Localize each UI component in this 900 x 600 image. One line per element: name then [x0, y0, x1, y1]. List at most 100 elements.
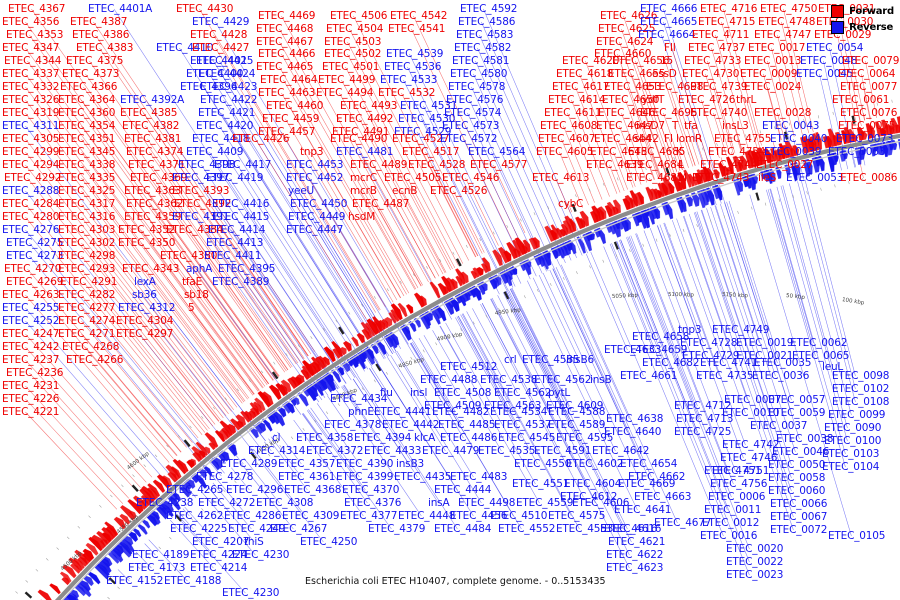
gene-label: ETEC_4716	[700, 3, 758, 15]
gene-label: ETEC_4682	[642, 357, 700, 369]
gene-label: ETEC_4359	[124, 211, 182, 223]
legend-item-reverse: Reverse	[831, 21, 894, 34]
gene-label: ETEC_4698	[646, 81, 704, 93]
gene-label: ETEC_4421	[198, 107, 256, 119]
gene-label: ETEC_4545	[498, 432, 556, 444]
gene-label: crl	[504, 354, 517, 366]
gene-label: ETEC_4272	[198, 497, 256, 509]
gene-label: ETEC_4658	[632, 331, 690, 343]
gene-label: aphA	[186, 263, 213, 275]
gene-label: ydfT	[642, 94, 665, 106]
gene-label: ETEC_4460	[266, 100, 324, 112]
gene-label: ETEC_4574	[444, 107, 502, 119]
gene-label: sb36	[132, 289, 157, 301]
gene-label: ETEC_4298	[58, 250, 116, 262]
gene-label: ETEC_4490	[330, 133, 388, 145]
gene-label: ETEC_4526	[430, 185, 488, 197]
gene-label: ETEC_4654	[620, 458, 678, 470]
gene-label: ETEC_0086	[840, 172, 898, 184]
gene-label: ETEC_0060	[768, 485, 826, 497]
gene-label: ETEC_4488	[420, 374, 478, 386]
gene-label: ETEC_4728	[680, 337, 738, 349]
gene-label: ETEC_4370	[342, 484, 400, 496]
gene-label: ETEC_4553	[556, 523, 614, 535]
gene-label: ETEC_4532	[378, 87, 436, 99]
gene-label: ETEC_4225	[170, 523, 228, 535]
gene-label: ETEC_4311	[2, 120, 60, 132]
gene-label: ETEC_4527	[392, 133, 450, 145]
gene-label: ETEC_4581	[452, 55, 510, 67]
gene-label: ETEC_4528	[408, 159, 466, 171]
gene-label: ETEC_0029	[814, 29, 872, 41]
gene-label: ETEC_4392	[174, 198, 232, 210]
gene-label: ETEC_4607	[538, 133, 596, 145]
gene-label: ETEC_4754	[708, 146, 766, 158]
gene-label: K	[676, 146, 683, 158]
gene-label: ETEC_4367	[8, 3, 66, 15]
gene-label: ETEC_4638	[606, 413, 664, 425]
gene-label: ETEC_4364	[58, 94, 116, 106]
gene-label: ETEC_4585	[522, 354, 580, 366]
gene-label: ETEC_0035	[754, 357, 812, 369]
gene-label: ETEC_4441	[374, 406, 432, 418]
gene-label: ETEC_4684	[626, 159, 684, 171]
gene-label: ETEC_4401	[190, 55, 248, 67]
gene-label: ETEC_4735	[696, 370, 754, 382]
gene-label: ETEC_4575	[548, 510, 606, 522]
gene-label: ETEC_4611	[544, 107, 602, 119]
gene-label: ETEC_4401A	[88, 3, 153, 15]
gene-label: ETEC_0037	[750, 420, 808, 432]
gene-label: ETEC_4666	[640, 3, 698, 15]
gene-label: ETEC_4479	[422, 445, 480, 457]
gene-label: ETEC_4489	[350, 159, 408, 171]
gene-label: ETEC_4662	[628, 471, 686, 483]
gene-label: ETEC_4616	[600, 523, 658, 535]
gene-label: ETEC_4371	[128, 159, 186, 171]
gene-label: ETEC_4207	[192, 536, 250, 548]
gene-label: tnp3	[300, 146, 324, 158]
gene-label: ETEC_0099	[828, 409, 886, 421]
gene-label: klcA	[414, 432, 436, 444]
gene-label: tfa	[684, 120, 698, 132]
gene-label: ETEC_0009	[740, 68, 798, 80]
gene-label: ETEC_0028	[754, 107, 812, 119]
gene-label: ETEC_0012	[702, 517, 760, 529]
gene-label: ETEC_4292	[4, 172, 62, 184]
gene-label: ETEC_4362	[126, 198, 184, 210]
gene-label: ETEC_4354	[58, 120, 116, 132]
gene-label: ETEC_0022	[726, 556, 784, 568]
gene-label: ETEC_4424	[198, 68, 256, 80]
gene-label: ETEC_4325	[58, 185, 116, 197]
gene-label: ETEC_4747	[754, 29, 812, 41]
gene-label: ETEC_4299	[2, 146, 60, 158]
gene-label: ETEC_4423	[200, 81, 258, 93]
gene-label: ETEC_4414	[208, 224, 266, 236]
gene-label: ETEC_4510	[490, 510, 548, 522]
gene-label: ETEC_4337	[2, 68, 60, 80]
legend-label-reverse: Reverse	[849, 22, 894, 33]
gene-label: ETEC_4319	[2, 107, 60, 119]
gene-label: ETEC_4656	[612, 55, 670, 67]
gene-label: ETEC_4483	[450, 471, 508, 483]
gene-label: ETEC_4435	[394, 471, 452, 483]
gene-label: ETEC_4506	[330, 10, 388, 22]
gene-label: ETEC_4226	[2, 393, 60, 405]
gene-label: ETEC_0059	[768, 407, 826, 419]
gene-label: ETEC_4733	[684, 55, 742, 67]
gene-label: ETEC_4427	[192, 42, 250, 54]
gene-label: ETEC_4641	[614, 504, 672, 516]
gene-label: ETEC_4296	[226, 484, 284, 496]
gene-label: insD7	[636, 120, 665, 132]
gene-label: ETEC_4647	[596, 120, 654, 132]
gene-label: ETEC_4274	[58, 315, 116, 327]
gene-label: ETEC_4288	[2, 185, 60, 197]
gene-label: ETEC_4391	[172, 211, 230, 223]
gene-label: ETEC_4360	[58, 107, 116, 119]
gene-label: ETEC_4563	[484, 400, 542, 412]
gene-label: ETEC_4353	[6, 29, 64, 41]
gene-label: ETEC_4509	[424, 400, 482, 412]
gene-label: ETEC_4517	[402, 146, 460, 158]
gene-label: ETEC_4485	[438, 419, 496, 431]
gene-label: ETEC_4345	[58, 146, 116, 158]
gene-label: ETEC_4608	[540, 120, 598, 132]
